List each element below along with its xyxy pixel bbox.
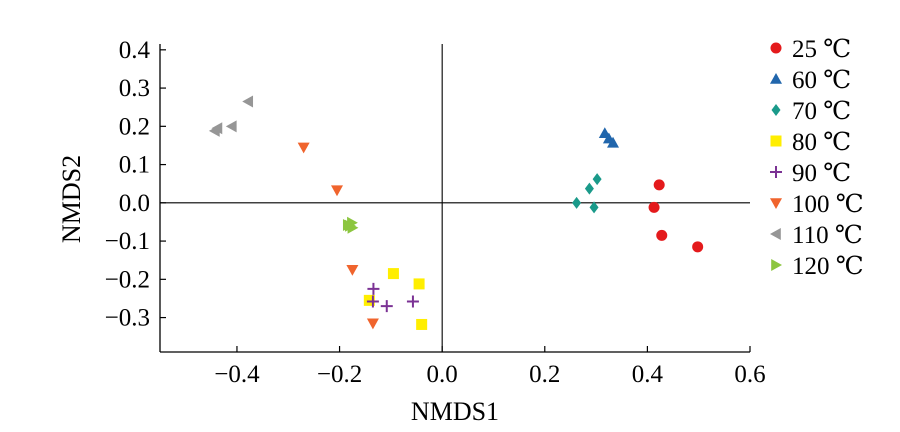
data-point-triangle-down bbox=[331, 185, 343, 197]
legend-label: 110 ℃ bbox=[792, 222, 863, 249]
data-point-triangle-down bbox=[297, 142, 310, 154]
data-point-diamond bbox=[584, 182, 594, 195]
x-tick-label: −0.4 bbox=[214, 361, 260, 388]
data-point-circle bbox=[648, 201, 660, 213]
data-point-circle bbox=[653, 179, 665, 191]
axes: −0.3 −0.2 −0.1 0.0 0.1 0.2 0.3 0.4 −0.4 −0.2 0.0 0.… bbox=[105, 37, 766, 388]
y-tick-label: −0.2 bbox=[105, 266, 150, 293]
legend-label: 90 ℃ bbox=[792, 160, 851, 187]
legend-marker-diamond bbox=[771, 104, 781, 116]
data-point-plus bbox=[366, 295, 379, 308]
x-axis-title: NMDS1 bbox=[411, 397, 499, 426]
legend-label: 120 ℃ bbox=[792, 253, 864, 280]
y-tick-label: 0.2 bbox=[119, 113, 150, 140]
data-point-triangle-right bbox=[342, 219, 354, 232]
y-tick-label: −0.1 bbox=[105, 228, 150, 255]
data-point-square bbox=[387, 268, 399, 280]
data-point-circle bbox=[692, 241, 704, 253]
data-point-plus bbox=[380, 300, 393, 313]
data-point-circle bbox=[656, 229, 668, 241]
data-point-diamond bbox=[592, 173, 602, 186]
legend-marker-square bbox=[770, 135, 782, 147]
legend-marker-plus bbox=[770, 166, 782, 178]
data-point-diamond bbox=[589, 201, 599, 214]
legend-label: 70 ℃ bbox=[792, 98, 851, 125]
data-point-triangle-up bbox=[607, 136, 620, 148]
data-point-triangle-left bbox=[208, 124, 220, 137]
legend-label: 25 ℃ bbox=[792, 36, 851, 63]
legend-marker-circle bbox=[770, 42, 782, 54]
legend-label: 100 ℃ bbox=[792, 191, 864, 218]
legend-label: 80 ℃ bbox=[792, 129, 851, 156]
data-point-plus bbox=[406, 295, 419, 308]
x-tick-label: 0.4 bbox=[632, 361, 664, 388]
x-tick-label: 0.6 bbox=[734, 361, 765, 388]
data-point-square bbox=[363, 294, 375, 306]
data-point-plus bbox=[367, 282, 380, 295]
legend-marker-triangle-left bbox=[770, 228, 781, 240]
data-point-triangle-left bbox=[242, 95, 254, 108]
legend: 25 ℃ 60 ℃ 70 ℃ 80 ℃ 90 ℃ 100 ℃ 110 ℃ 120 ℃ bbox=[770, 36, 864, 280]
data-point-triangle-left bbox=[225, 120, 237, 133]
data-points bbox=[208, 95, 704, 330]
x-tick-label: 0.2 bbox=[529, 361, 560, 388]
data-point-triangle-down bbox=[346, 264, 359, 276]
data-point-diamond bbox=[572, 196, 582, 209]
data-point-square bbox=[413, 278, 425, 290]
legend-marker-triangle-right bbox=[771, 259, 782, 271]
data-point-triangle-down bbox=[366, 318, 379, 330]
y-axis-title: NMDS2 bbox=[57, 155, 86, 243]
y-tick-label: 0.0 bbox=[119, 190, 150, 217]
y-tick-label: −0.3 bbox=[105, 305, 150, 332]
legend-marker-triangle-up bbox=[770, 73, 782, 84]
y-tick-label: 0.3 bbox=[119, 75, 150, 102]
y-tick-label: 0.4 bbox=[119, 37, 151, 64]
x-tick-label: 0.0 bbox=[427, 361, 458, 388]
legend-marker-triangle-down bbox=[770, 198, 782, 209]
legend-label: 60 ℃ bbox=[792, 67, 851, 94]
x-tick-label: −0.2 bbox=[317, 361, 362, 388]
y-tick-label: 0.1 bbox=[119, 152, 150, 179]
data-point-square bbox=[416, 318, 428, 330]
